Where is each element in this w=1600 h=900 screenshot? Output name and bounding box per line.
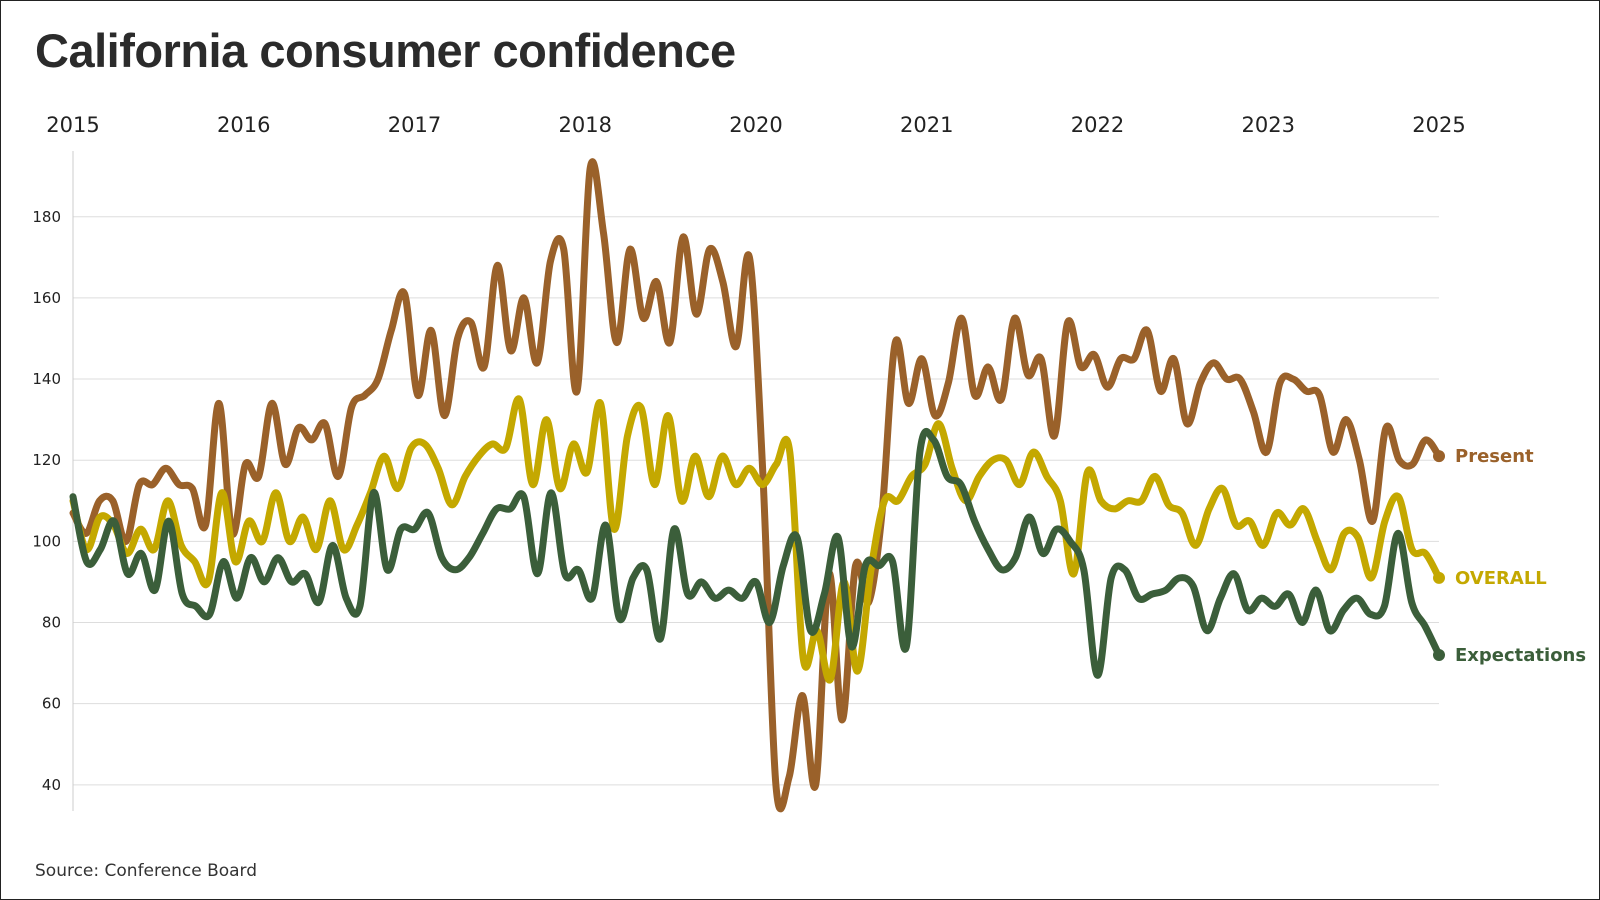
overall-series-label: OVERALL — [1455, 568, 1547, 589]
x-tick-label: 2021 — [900, 113, 953, 137]
x-tick-label: 2016 — [217, 113, 270, 137]
x-tick-label: 2017 — [388, 113, 441, 137]
y-tick-label: 80 — [42, 614, 61, 632]
present-series-line — [69, 158, 1443, 813]
overall-end-marker — [1433, 571, 1445, 584]
y-tick-label: 160 — [32, 289, 61, 307]
expectations-end-marker — [1433, 648, 1445, 661]
expectations-series-line — [69, 428, 1443, 679]
y-tick-label: 100 — [32, 532, 61, 550]
x-tick-label: 2025 — [1412, 113, 1465, 137]
source-note: Source: Conference Board — [35, 861, 258, 881]
x-tick-label: 2023 — [1242, 113, 1295, 137]
x-tick-label: 2015 — [46, 113, 99, 137]
y-tick-label: 120 — [32, 451, 61, 469]
y-tick-label: 180 — [32, 208, 61, 226]
present-end-marker — [1433, 450, 1445, 463]
x-tick-label: 2020 — [729, 113, 782, 137]
overall-series-line — [69, 395, 1443, 684]
chart-title: California consumer confidence — [35, 24, 736, 77]
x-tick-label: 2018 — [559, 113, 612, 137]
y-tick-label: 40 — [42, 776, 61, 794]
present-series-label: Present — [1455, 446, 1534, 467]
y-tick-label: 140 — [32, 370, 61, 388]
y-tick-label: 60 — [42, 695, 61, 713]
expectations-series-label: Expectations — [1455, 645, 1586, 666]
x-tick-label: 2022 — [1071, 113, 1124, 137]
